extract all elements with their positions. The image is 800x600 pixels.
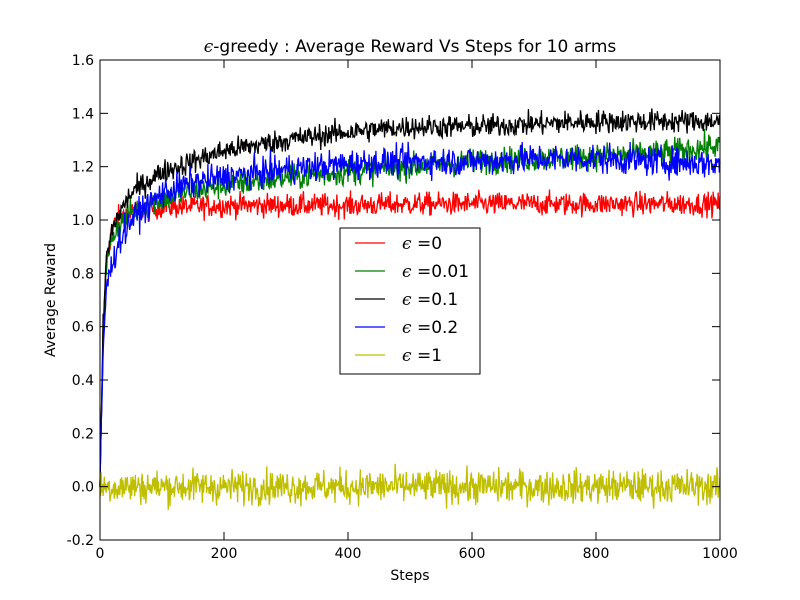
chart-title: ϵ-greedy : Average Reward Vs Steps for 1… <box>204 37 617 57</box>
legend-epsilon: ϵ <box>402 318 417 338</box>
y-tick-label: 0.8 <box>72 266 94 282</box>
x-tick-label: 600 <box>459 546 486 562</box>
legend-entry: ϵ =0.2 <box>402 318 458 338</box>
legend-value: 1 <box>431 346 442 366</box>
legend-equals: = <box>417 346 431 366</box>
chart-title-text: -greedy : Average Reward Vs Steps for 10… <box>213 37 616 57</box>
x-axis: 0 200 400 600 800 1000 <box>96 60 738 562</box>
y-tick-label: 1.2 <box>72 160 94 176</box>
legend-equals: = <box>417 318 431 338</box>
series-lines <box>99 108 721 510</box>
legend-equals: = <box>417 262 431 282</box>
x-tick-label: 200 <box>211 546 238 562</box>
x-tick-label: 800 <box>583 546 610 562</box>
x-tick-label: 1000 <box>702 546 738 562</box>
y-axis: -0.2 0.0 0.2 0.4 0.6 0.8 1.0 1.2 1.4 1.6 <box>67 53 720 549</box>
legend: ϵ =0ϵ =0.01ϵ =0.1ϵ =0.2ϵ =1 <box>339 227 481 375</box>
x-tick-label: 400 <box>335 546 362 562</box>
legend-value: 0.01 <box>431 262 469 282</box>
legend-equals: = <box>417 290 431 310</box>
plot-frame <box>99 59 721 541</box>
y-tick-label: -0.2 <box>67 533 94 549</box>
y-tick-label: 1.4 <box>72 106 94 122</box>
y-tick-label: 0.4 <box>72 373 94 389</box>
y-tick-label: 1.6 <box>72 53 94 69</box>
legend-epsilon: ϵ <box>402 234 417 254</box>
legend-equals: = <box>417 234 431 254</box>
legend-entry: ϵ =0.01 <box>402 262 469 282</box>
y-axis-title: Average Reward <box>43 243 59 357</box>
legend-value: 0.2 <box>431 318 458 338</box>
series-line-2 <box>99 108 721 487</box>
y-tick-label: 0.6 <box>72 320 94 336</box>
legend-frame <box>339 227 481 375</box>
chart-title-epsilon: ϵ <box>204 37 214 57</box>
legend-entry: ϵ =0.1 <box>402 290 458 310</box>
y-tick-label: 0.0 <box>72 480 94 496</box>
x-tick-label: 0 <box>96 546 105 562</box>
series-line-4 <box>99 463 721 510</box>
legend-entry: ϵ =1 <box>402 346 442 366</box>
x-axis-title: Steps <box>390 568 429 584</box>
series-line-3 <box>99 141 721 487</box>
legend-epsilon: ϵ <box>402 262 417 282</box>
series-line-0 <box>99 189 721 487</box>
legend-entry: ϵ =0 <box>402 234 442 254</box>
legend-epsilon: ϵ <box>402 346 417 366</box>
legend-value: 0 <box>431 234 442 254</box>
y-tick-label: 1.0 <box>72 213 94 229</box>
y-tick-label: 0.2 <box>72 426 94 442</box>
legend-value: 0.1 <box>431 290 458 310</box>
legend-epsilon: ϵ <box>402 290 417 310</box>
